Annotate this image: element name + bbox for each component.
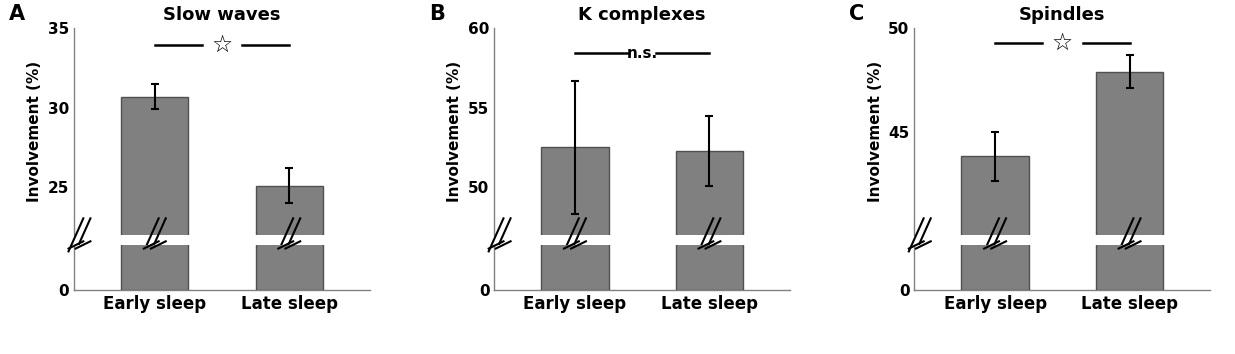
Text: C: C bbox=[850, 4, 864, 23]
Bar bbox=[256, 6, 322, 290]
Title: Slow waves: Slow waves bbox=[163, 6, 280, 24]
Title: K complexes: K complexes bbox=[578, 6, 706, 24]
Bar bbox=[962, 156, 1029, 354]
Bar bbox=[676, 0, 743, 290]
Bar bbox=[1095, 0, 1163, 290]
Text: B: B bbox=[430, 4, 445, 23]
Y-axis label: Involvement (%): Involvement (%) bbox=[447, 61, 462, 202]
Bar bbox=[256, 185, 322, 354]
Text: n.s.: n.s. bbox=[626, 46, 658, 61]
Bar bbox=[1095, 72, 1163, 354]
Text: A: A bbox=[9, 4, 25, 23]
Bar bbox=[541, 0, 609, 290]
Bar bbox=[962, 0, 1029, 290]
Text: ☆: ☆ bbox=[211, 33, 232, 57]
Bar bbox=[676, 151, 743, 354]
Bar bbox=[121, 97, 189, 354]
Bar bbox=[541, 148, 609, 354]
Y-axis label: Involvement (%): Involvement (%) bbox=[27, 61, 42, 202]
Title: Spindles: Spindles bbox=[1019, 6, 1105, 24]
Bar bbox=[121, 0, 189, 290]
Text: ☆: ☆ bbox=[1052, 31, 1073, 55]
Y-axis label: Involvement (%): Involvement (%) bbox=[868, 61, 883, 202]
